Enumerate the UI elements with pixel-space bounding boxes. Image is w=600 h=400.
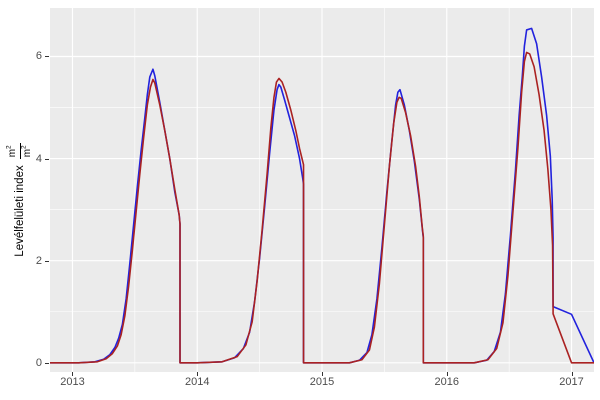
y-tick-mark: [45, 158, 49, 160]
x-tick-mark: [446, 372, 448, 376]
y-tick-mark: [45, 260, 49, 262]
y-tick-label: 6: [35, 50, 42, 63]
grid-major-lines: [50, 8, 594, 372]
x-tick-label: 2014: [184, 376, 210, 388]
y-axis-tick-labels: 0 2 4 6: [28, 0, 42, 400]
y-axis-tick-marks: [45, 0, 50, 400]
x-tick-label: 2013: [60, 376, 85, 388]
x-tick-mark: [72, 372, 74, 376]
x-tick-label: 2015: [309, 376, 335, 388]
x-tick-label: 2016: [434, 376, 460, 388]
y-tick-label: 2: [35, 254, 42, 267]
y-tick-mark: [45, 56, 49, 58]
x-axis-tick-marks: [0, 372, 600, 377]
x-tick-mark: [571, 372, 573, 376]
plot-svg: [50, 8, 594, 372]
y-tick-label: 0: [35, 356, 42, 369]
x-tick-mark: [322, 372, 323, 376]
x-tick-mark: [197, 372, 199, 376]
fraction-numerator: m2: [5, 145, 18, 158]
series-line-red-series: [50, 51, 594, 364]
y-axis-title-text: Levélfelületi index: [14, 165, 26, 257]
x-axis-tick-labels: 2013 2014 2015 2016 2017: [0, 376, 600, 396]
x-tick-label: 2017: [559, 376, 584, 388]
y-tick-label: 4: [35, 152, 42, 165]
data-series-layer: [50, 27, 594, 364]
fraction-bar: [19, 143, 21, 160]
plot-panel: [50, 8, 594, 372]
y-tick-mark: [45, 362, 49, 364]
